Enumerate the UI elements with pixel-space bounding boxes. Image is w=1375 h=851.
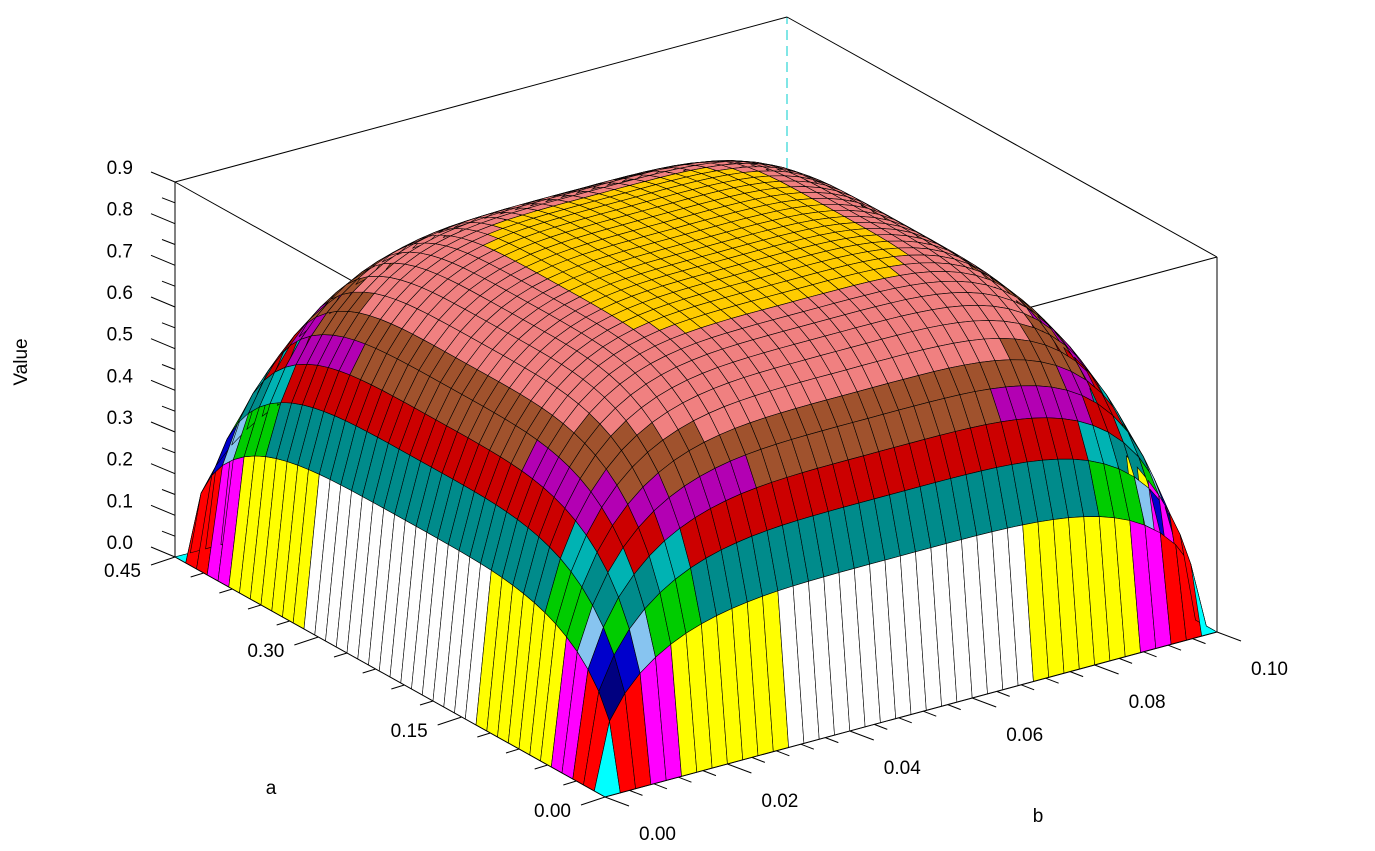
z-tick-major <box>150 254 176 266</box>
z-tick-label: 0.4 <box>107 366 134 387</box>
b-axis-title: b <box>1033 806 1044 827</box>
b-tick-minor <box>653 783 668 790</box>
z-tick-minor <box>161 489 176 495</box>
b-tick-major <box>1094 664 1119 675</box>
b-tick-minor <box>1143 651 1157 658</box>
b-tick-minor <box>702 770 717 777</box>
z-tick-label: 0.0 <box>107 533 133 554</box>
a-tick-minor <box>219 588 233 594</box>
z-tick-minor <box>161 239 176 245</box>
b-tick-minor <box>1045 677 1059 684</box>
b-tick-major <box>727 763 752 774</box>
a-tick-label: 0.15 <box>391 721 428 742</box>
z-tick-major <box>150 171 176 183</box>
a-tick-major <box>150 556 176 566</box>
surface-mesh <box>174 160 1218 798</box>
z-tick-label: 0.5 <box>107 325 133 346</box>
z-axis-title: Value <box>11 338 32 385</box>
z-tick-major <box>150 338 176 350</box>
a-tick-major <box>437 716 462 726</box>
z-tick-label: 0.9 <box>107 158 133 179</box>
a-tick-minor <box>534 764 548 770</box>
z-tick-minor <box>161 280 176 287</box>
a-tick-minor <box>190 572 204 578</box>
z-tick-minor <box>161 364 176 370</box>
a-tick-minor <box>477 732 491 738</box>
z-tick-major <box>150 421 176 433</box>
a-tick-minor <box>563 780 577 786</box>
z-tick-label: 0.6 <box>107 283 133 304</box>
a-tick-minor <box>276 620 290 626</box>
a-tick-minor <box>505 748 520 754</box>
z-tick-minor <box>161 322 176 329</box>
z-tick-major <box>150 213 176 225</box>
axis-ticks: 0.000.150.300.450.000.020.040.060.080.10… <box>104 158 1288 845</box>
z-tick-major <box>150 546 176 558</box>
a-axis-line <box>174 556 606 798</box>
b-tick-minor <box>629 789 643 796</box>
b-tick-major <box>604 796 630 807</box>
z-tick-minor <box>161 197 176 204</box>
b-tick-label: 0.00 <box>639 824 676 845</box>
b-tick-minor <box>1167 644 1182 651</box>
b-tick-minor <box>1192 638 1206 645</box>
b-tick-label: 0.06 <box>1006 725 1043 746</box>
b-tick-label: 0.02 <box>761 791 798 812</box>
b-tick-minor <box>1020 684 1035 691</box>
b-tick-minor <box>996 690 1010 697</box>
z-tick-minor <box>161 405 176 412</box>
b-tick-minor <box>898 717 912 724</box>
b-tick-minor <box>776 750 790 757</box>
z-tick-label: 0.1 <box>107 491 133 512</box>
b-tick-major <box>849 730 874 741</box>
b-tick-minor <box>1118 657 1133 664</box>
z-tick-major <box>150 379 176 391</box>
a-axis-title: a <box>266 778 277 799</box>
a-tick-label: 0.45 <box>104 561 141 582</box>
b-tick-minor <box>751 756 766 763</box>
a-tick-minor <box>362 668 376 674</box>
b-axis-line <box>604 631 1218 798</box>
a-tick-label: 0.00 <box>534 801 571 822</box>
z-tick-label: 0.2 <box>107 450 133 471</box>
z-tick-major <box>150 296 176 308</box>
a-tick-major <box>294 636 319 646</box>
z-tick-minor <box>161 530 176 537</box>
a-tick-minor <box>247 604 262 610</box>
z-tick-minor <box>161 447 176 454</box>
b-tick-minor <box>947 704 961 711</box>
b-tick-minor <box>1069 671 1084 678</box>
a-tick-minor <box>419 700 434 706</box>
b-tick-minor <box>923 710 937 717</box>
z-tick-label: 0.7 <box>107 241 133 262</box>
front-box-frame <box>174 556 1218 798</box>
a-tick-minor <box>391 684 405 690</box>
z-tick-label: 0.8 <box>107 200 133 221</box>
z-tick-major <box>150 504 176 516</box>
a-tick-minor <box>333 652 348 658</box>
top-edge-back-left <box>174 16 788 183</box>
top-edge-back-right <box>786 16 1218 258</box>
a-tick-major <box>580 796 606 806</box>
b-tick-label: 0.04 <box>884 758 921 779</box>
b-tick-minor <box>874 723 888 730</box>
z-tick-major <box>150 463 176 475</box>
b-tick-minor <box>800 743 815 750</box>
b-tick-minor <box>825 737 839 744</box>
b-tick-label: 0.08 <box>1129 692 1166 713</box>
z-tick-label: 0.3 <box>107 408 133 429</box>
b-tick-major <box>972 697 997 708</box>
b-tick-major <box>1216 631 1242 642</box>
b-tick-minor <box>678 776 692 783</box>
a-tick-label: 0.30 <box>247 641 284 662</box>
b-tick-label: 0.10 <box>1251 659 1288 680</box>
